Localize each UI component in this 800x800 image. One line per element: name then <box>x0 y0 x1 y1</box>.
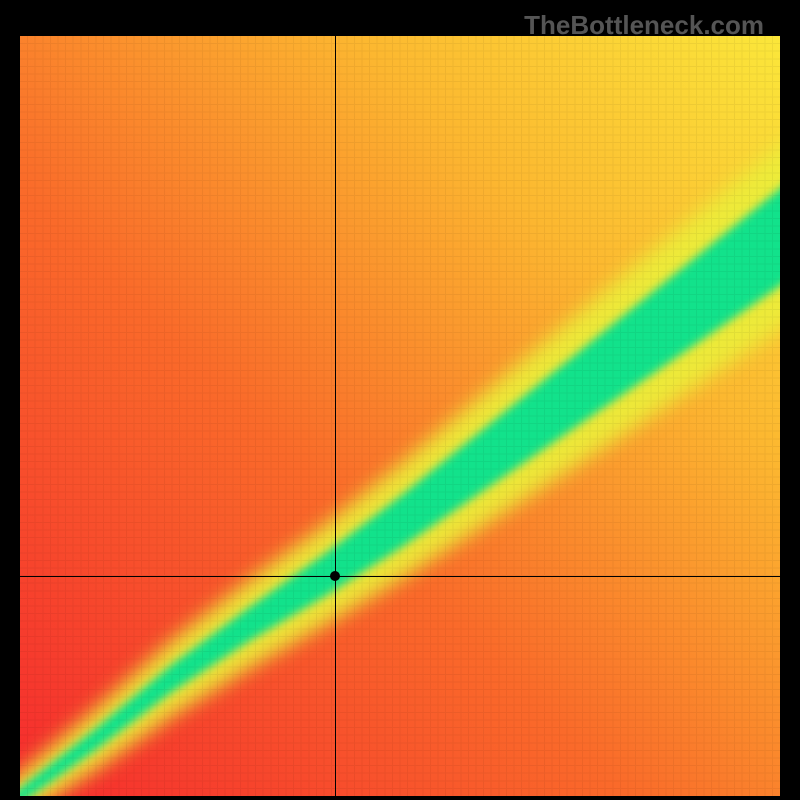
pixel-grid <box>20 36 780 796</box>
crosshair-vertical <box>335 36 336 796</box>
crosshair-horizontal <box>20 576 780 577</box>
heatmap-svg <box>20 36 780 796</box>
bottleneck-marker <box>330 571 340 581</box>
bottleneck-heatmap <box>20 36 780 796</box>
